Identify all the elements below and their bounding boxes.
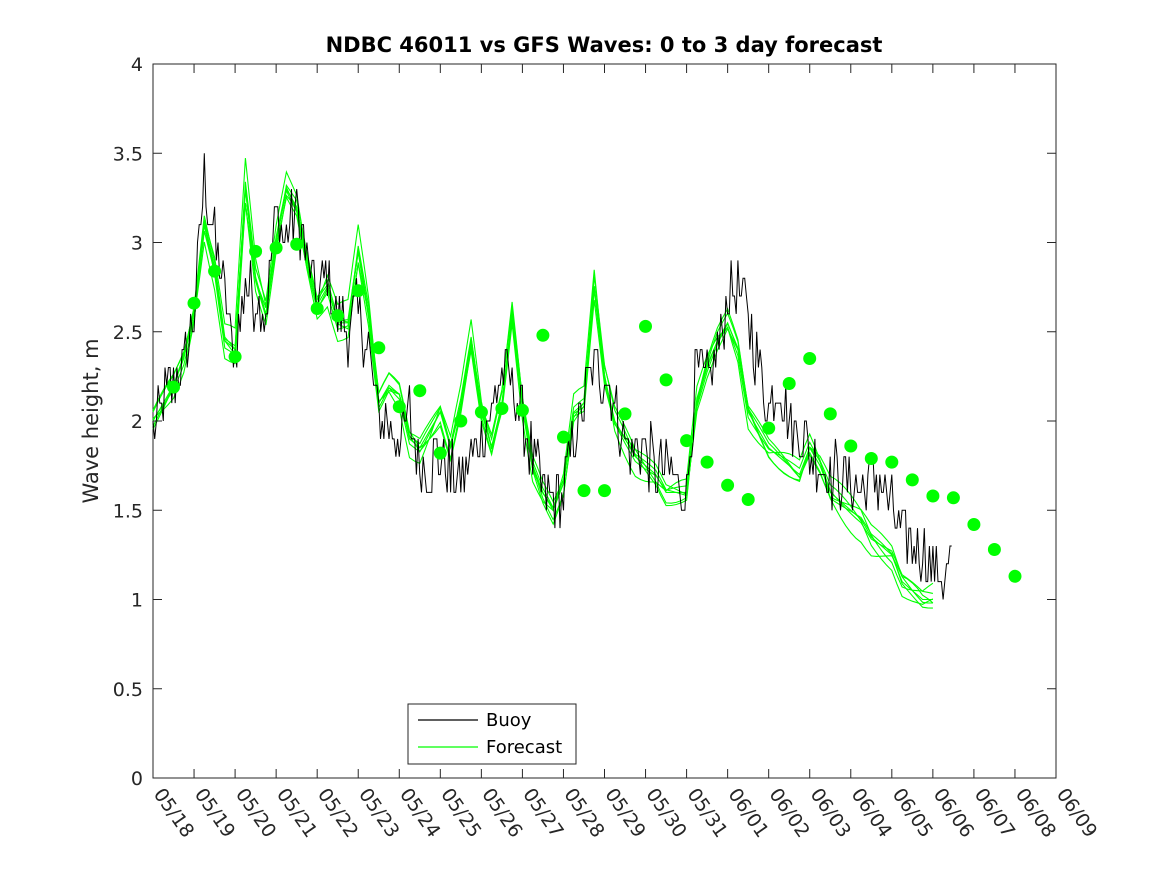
y-axis-label: Wave height, m — [79, 338, 103, 503]
forecast-marker — [905, 473, 919, 487]
forecast-marker — [351, 284, 365, 298]
forecast-marker — [310, 302, 324, 315]
forecast-marker — [864, 452, 878, 465]
legend-buoy-label: Buoy — [486, 710, 532, 731]
forecast-marker — [700, 455, 714, 469]
forecast-marker — [454, 414, 468, 428]
x-tick-label: 05/25 — [436, 784, 485, 841]
x-tick-label: 05/22 — [313, 784, 362, 841]
y-tick-label: 1.5 — [113, 500, 143, 522]
x-tick-label: 06/02 — [765, 784, 814, 841]
forecast-marker — [721, 478, 735, 492]
y-tick-label: 2.5 — [113, 322, 143, 344]
chart-title: NDBC 46011 vs GFS Waves: 0 to 3 day fore… — [326, 33, 883, 57]
forecast-marker — [967, 518, 981, 531]
forecast-marker — [823, 407, 837, 421]
forecast-marker — [844, 439, 858, 453]
y-tick-label: 3 — [131, 233, 143, 255]
y-tick-label: 1 — [131, 590, 143, 612]
legend-forecast-label: Forecast — [486, 737, 562, 758]
x-tick-label: 05/24 — [395, 784, 444, 841]
forecast-marker — [433, 446, 447, 460]
forecast-marker — [331, 309, 345, 323]
forecast-marker — [639, 319, 652, 333]
buoy-line — [152, 153, 952, 600]
forecast-marker — [474, 405, 488, 419]
x-tick-label: 06/04 — [847, 784, 896, 841]
forecast-marker — [946, 491, 960, 505]
forecast-markers — [167, 237, 1022, 583]
forecast-marker — [392, 400, 406, 414]
forecast-marker — [208, 264, 222, 278]
buoy-line-group — [152, 153, 952, 600]
forecast-marker — [885, 455, 899, 469]
forecast-marker — [495, 402, 509, 415]
x-tick-label: 05/18 — [149, 784, 198, 841]
forecast-marker — [515, 403, 529, 417]
forecast-marker — [618, 407, 632, 421]
x-tick-label: 06/07 — [970, 784, 1019, 841]
x-tick-label: 06/09 — [1052, 784, 1101, 841]
y-axis-ticks: 0 0.5 1 1.5 2 2.5 3 3.5 4 — [113, 54, 1056, 790]
x-tick-label: 05/28 — [559, 784, 608, 841]
forecast-marker — [187, 296, 201, 310]
forecast-marker — [987, 543, 1001, 556]
forecast-marker — [803, 352, 817, 365]
forecast-marker — [269, 241, 283, 255]
x-tick-label: 05/30 — [641, 784, 690, 841]
forecast-marker — [290, 237, 304, 251]
forecast-line-5 — [152, 183, 933, 609]
x-tick-label: 05/23 — [354, 784, 403, 841]
y-tick-label: 3.5 — [113, 143, 143, 165]
forecast-marker — [926, 489, 940, 503]
forecast-marker — [680, 434, 694, 448]
legend: Buoy Forecast — [407, 703, 577, 765]
x-tick-label: 05/20 — [231, 784, 280, 841]
x-tick-label: 05/29 — [600, 784, 649, 841]
y-tick-label: 4 — [131, 54, 143, 76]
forecast-marker — [598, 484, 611, 498]
y-tick-label: 0.5 — [113, 679, 143, 701]
forecast-marker — [228, 350, 242, 364]
x-tick-label: 06/01 — [724, 784, 773, 841]
forecast-marker — [782, 377, 796, 390]
forecast-line-6 — [152, 187, 934, 594]
forecast-marker — [413, 384, 427, 398]
y-tick-label: 2 — [131, 411, 143, 433]
x-tick-label: 06/06 — [929, 784, 978, 841]
plot-area — [152, 63, 1057, 779]
x-tick-label: 06/08 — [1011, 784, 1060, 841]
forecast-marker — [557, 430, 570, 444]
legend-box — [407, 703, 577, 765]
x-tick-label: 05/19 — [190, 784, 239, 841]
x-tick-label: 05/21 — [272, 784, 321, 841]
forecast-marker — [167, 380, 180, 394]
forecast-marker — [1008, 569, 1022, 583]
forecast-marker — [762, 421, 776, 435]
forecast-marker — [741, 493, 755, 506]
x-tick-label: 05/27 — [518, 784, 567, 841]
forecast-marker — [659, 373, 673, 387]
x-tick-label: 06/03 — [806, 784, 855, 841]
y-tick-label: 0 — [131, 768, 143, 790]
forecast-marker — [536, 328, 550, 342]
x-tick-label: 05/26 — [477, 784, 526, 841]
x-tick-label: 05/31 — [682, 784, 731, 841]
forecast-marker — [577, 484, 591, 498]
x-tick-label: 06/05 — [888, 784, 937, 841]
forecast-marker — [372, 341, 386, 355]
forecast-marker — [249, 244, 263, 258]
forecast-lines — [152, 158, 934, 609]
